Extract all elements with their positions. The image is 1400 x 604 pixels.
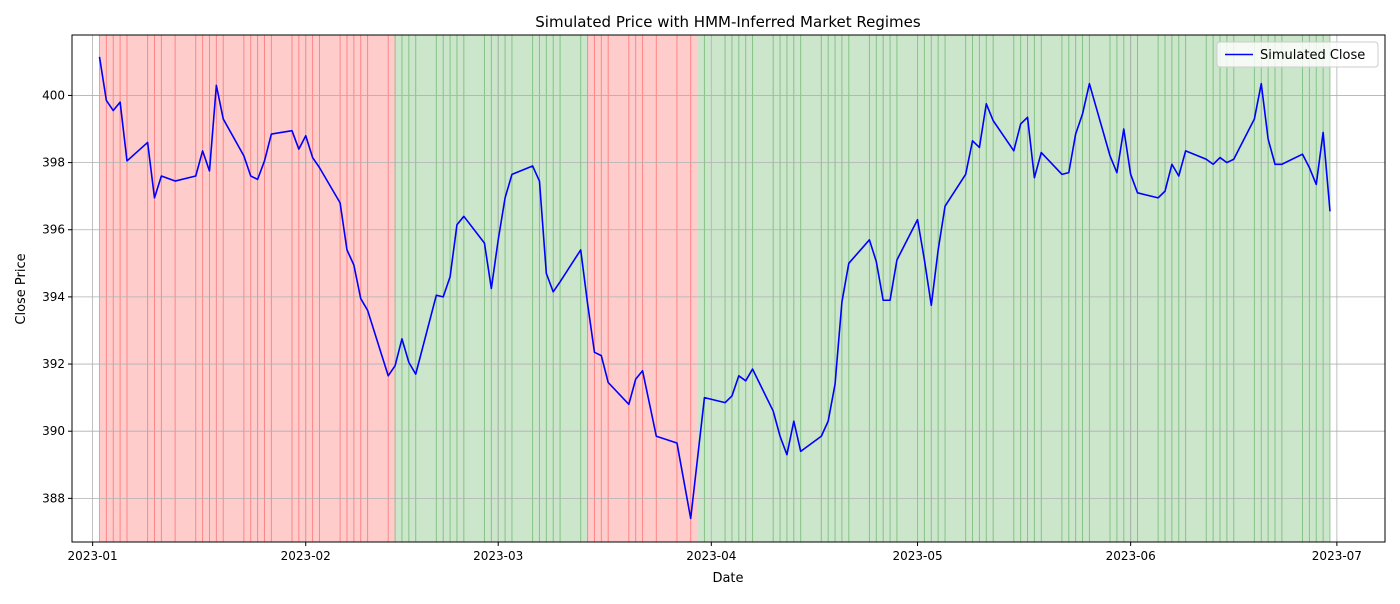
- x-tick-label: 2023-01: [68, 549, 118, 563]
- plot-background: [72, 35, 1385, 542]
- y-tick-label: 388: [42, 491, 65, 505]
- axes-frame: [71, 34, 1386, 543]
- y-tick-label: 396: [42, 223, 65, 237]
- series-line-simulated-close: [98, 56, 1331, 520]
- regime-band-4: [697, 35, 1331, 542]
- y-tick-label: 394: [42, 290, 65, 304]
- x-axis-label: Date: [712, 571, 743, 586]
- chart-title: Simulated Price with HMM-Inferred Market…: [535, 13, 921, 31]
- plot-area: 2023-01 2023-02 2023-03 2023-04 2023-05 2023-…: [42, 34, 1386, 563]
- legend-box: [1216, 41, 1379, 68]
- y-axis-label: Close Price: [14, 253, 29, 324]
- x-tick-label: 2023-03: [473, 549, 523, 563]
- y-tick-label: 392: [42, 357, 65, 371]
- y-tick-label: 390: [42, 424, 65, 438]
- x-tick-label: 2023-04: [686, 549, 736, 563]
- regime-band-1: [99, 35, 396, 542]
- x-tick-label: 2023-02: [281, 549, 331, 563]
- x-tick-label: 2023-05: [892, 549, 942, 563]
- x-tick-label: 2023-06: [1106, 549, 1156, 563]
- y-tick-label: 400: [42, 88, 65, 102]
- y-tick-label: 398: [42, 156, 65, 170]
- x-tick-label: 2023-07: [1312, 549, 1362, 563]
- legend-label-simulated-close: Simulated Close: [1260, 48, 1365, 63]
